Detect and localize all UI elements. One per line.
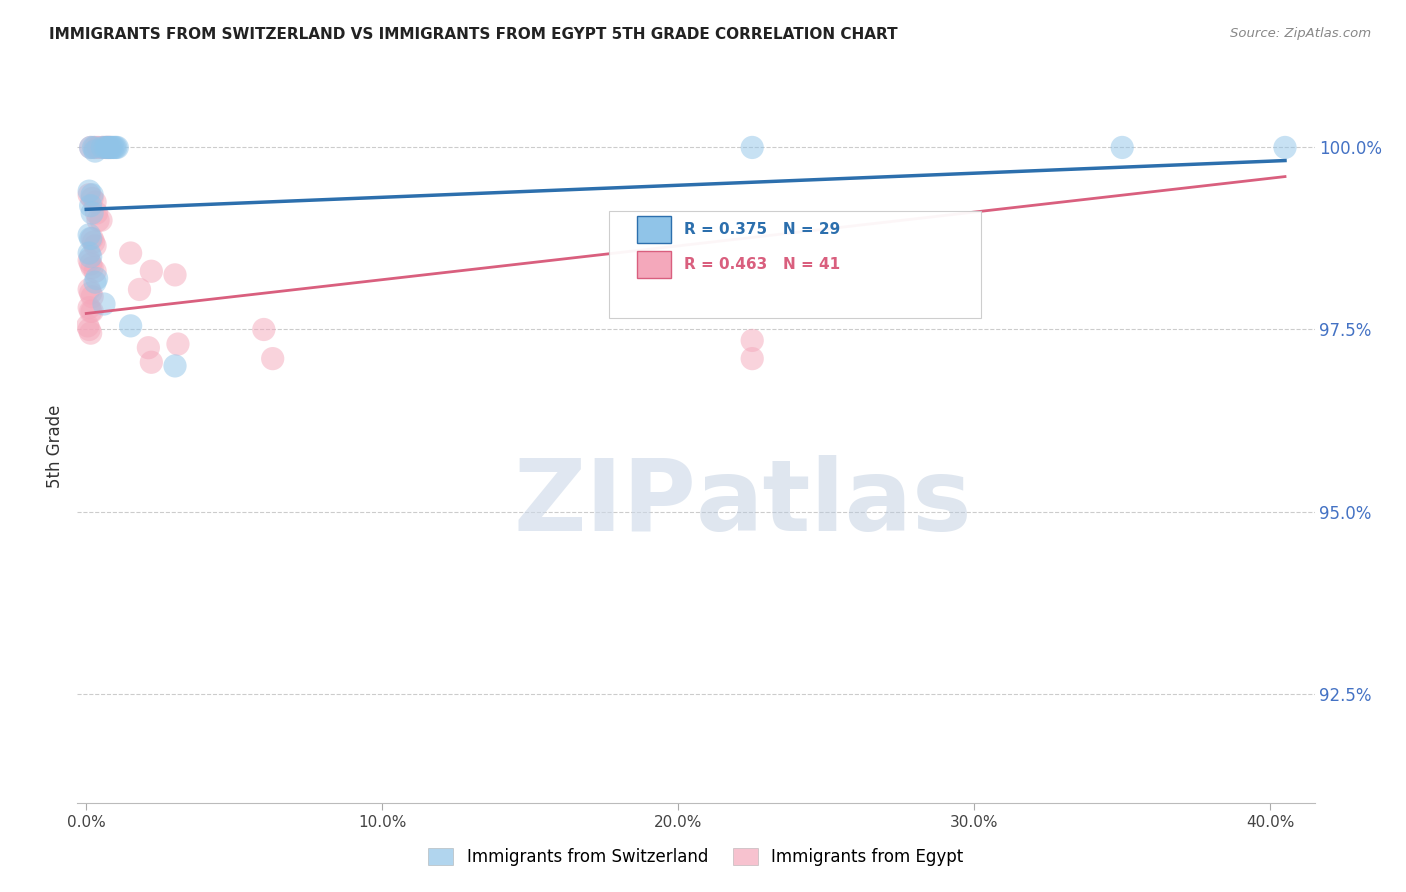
Point xyxy=(128,282,150,296)
Point xyxy=(167,337,190,351)
FancyBboxPatch shape xyxy=(609,211,980,318)
Point xyxy=(741,351,763,366)
Y-axis label: 5th Grade: 5th Grade xyxy=(46,404,65,488)
Point xyxy=(262,351,284,366)
Point xyxy=(82,206,104,220)
Point xyxy=(101,140,124,154)
Point xyxy=(79,257,101,271)
Point xyxy=(94,140,117,154)
Point xyxy=(77,253,100,268)
Text: atlas: atlas xyxy=(696,455,973,551)
Point xyxy=(741,140,763,154)
Point xyxy=(82,260,104,275)
Point xyxy=(138,341,160,355)
Point xyxy=(103,140,125,154)
Point xyxy=(105,140,128,154)
Point xyxy=(77,282,100,296)
Point xyxy=(253,322,276,336)
FancyBboxPatch shape xyxy=(637,252,671,278)
Point xyxy=(1111,140,1133,154)
Point xyxy=(79,286,101,301)
Point xyxy=(100,140,122,154)
Point xyxy=(141,264,163,278)
Point xyxy=(79,304,101,318)
Point xyxy=(141,355,163,369)
Point xyxy=(86,206,108,220)
Point xyxy=(77,322,100,336)
Point xyxy=(77,187,100,202)
Point xyxy=(77,227,100,242)
Point xyxy=(741,334,763,348)
Point xyxy=(98,140,121,154)
Point xyxy=(82,191,104,205)
Point xyxy=(91,140,114,154)
Point xyxy=(94,140,117,154)
Point xyxy=(120,246,142,260)
Point xyxy=(82,290,104,304)
Point xyxy=(83,140,105,154)
Point xyxy=(87,140,110,154)
Text: R = 0.463   N = 41: R = 0.463 N = 41 xyxy=(683,257,839,272)
Point xyxy=(83,235,105,249)
FancyBboxPatch shape xyxy=(637,216,671,243)
Point xyxy=(79,140,101,154)
Point xyxy=(84,195,107,210)
Point xyxy=(120,318,142,333)
Point xyxy=(82,304,104,318)
Point xyxy=(82,187,104,202)
Point xyxy=(82,231,104,245)
Point xyxy=(163,268,186,282)
Text: IMMIGRANTS FROM SWITZERLAND VS IMMIGRANTS FROM EGYPT 5TH GRADE CORRELATION CHART: IMMIGRANTS FROM SWITZERLAND VS IMMIGRANT… xyxy=(49,27,898,42)
Point xyxy=(76,318,98,333)
Point xyxy=(84,144,107,158)
Text: ZIP: ZIP xyxy=(513,455,696,551)
Legend: Immigrants from Switzerland, Immigrants from Egypt: Immigrants from Switzerland, Immigrants … xyxy=(422,841,970,873)
Point xyxy=(90,213,112,227)
Point xyxy=(104,140,127,154)
Point xyxy=(79,250,101,264)
Point xyxy=(84,264,107,278)
Point xyxy=(84,140,107,154)
Point xyxy=(96,140,118,154)
Point xyxy=(86,271,108,285)
Point xyxy=(1274,140,1296,154)
Point xyxy=(84,275,107,289)
Text: R = 0.375   N = 29: R = 0.375 N = 29 xyxy=(683,221,839,236)
Text: Source: ZipAtlas.com: Source: ZipAtlas.com xyxy=(1230,27,1371,40)
Point xyxy=(93,297,115,311)
Point xyxy=(79,326,101,340)
Point xyxy=(79,231,101,245)
Point xyxy=(77,184,100,198)
Point xyxy=(91,140,114,154)
Point xyxy=(79,199,101,213)
Point xyxy=(79,140,101,154)
Point xyxy=(77,301,100,315)
Point xyxy=(84,239,107,253)
Point xyxy=(97,140,120,154)
Point xyxy=(163,359,186,373)
Point xyxy=(96,140,118,154)
Point xyxy=(97,140,120,154)
Point xyxy=(77,246,100,260)
Point xyxy=(98,140,121,154)
Point xyxy=(87,213,110,227)
